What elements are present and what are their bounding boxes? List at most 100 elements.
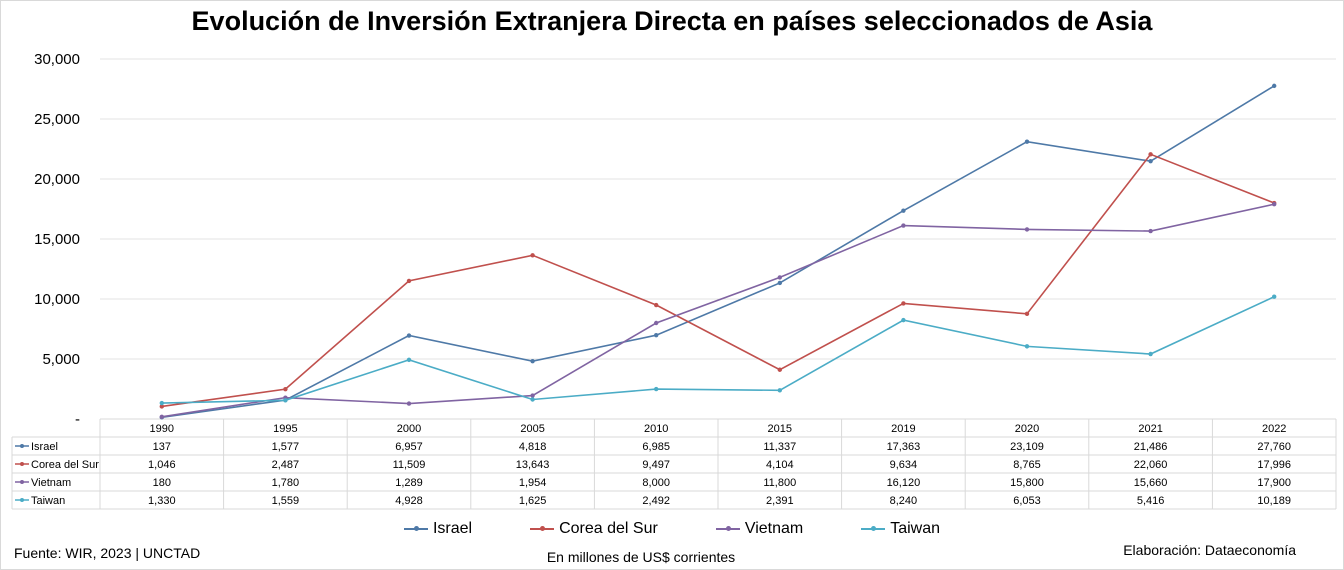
table-cell: 11,800 [763,477,796,489]
table-legend-key-marker-israel [20,444,24,448]
data-point-taiwan [1148,351,1153,357]
data-point-taiwan [901,317,906,323]
data-point-corea-del-sur [1148,152,1153,157]
data-point-taiwan [530,397,535,402]
table-legend-key-marker-corea-del-sur [20,462,24,466]
table-cell: 13,643 [516,459,550,471]
table-cell: 2,492 [642,495,670,507]
data-point-vietnam [777,275,782,280]
chart-title: Evolución de Inversión Extranjera Direct… [191,6,1153,36]
table-cell: 4,928 [395,495,423,507]
table-series-label-vietnam: Vietnam [31,477,71,489]
series-line-taiwan [161,296,1275,404]
data-point-corea-del-sur [283,386,288,392]
y-tick-label: 15,000 [34,231,80,248]
data-point-vietnam [406,401,412,406]
legend-label-vietnam: Vietnam [744,520,804,537]
table-cell: 2,391 [766,495,794,507]
table-cell: 1,625 [519,495,547,507]
table-cell: 10,189 [1257,495,1291,507]
units-note: En millones de US$ corrientes [546,549,736,565]
x-tick-label: 1990 [150,423,174,435]
table-cell: 17,363 [887,441,921,453]
legend-marker-taiwan [861,526,886,531]
table-cell: 1,780 [272,477,300,489]
table-cell: 6,957 [395,441,423,453]
x-tick-label: 2022 [1262,423,1286,435]
data-point-taiwan [654,386,659,392]
y-tick-label: 5,000 [42,351,80,368]
table-cell: 15,800 [1010,477,1044,489]
table-cell: 27,760 [1257,441,1291,453]
table-cell: 4,818 [519,441,547,453]
data-point-corea-del-sur [159,404,164,409]
legend-marker-corea-del-sur [530,526,555,531]
table-cell: 180 [153,477,171,489]
x-tick-label: 2005 [520,423,544,435]
data-point-corea-del-sur [530,253,535,258]
data-point-corea-del-sur [777,367,782,372]
table-cell: 1,330 [148,495,176,507]
data-point-taiwan [283,398,288,403]
table-cell: 137 [153,441,171,453]
table-cell: 6,985 [642,441,670,453]
legend-item-vietnam: Vietnam [715,520,804,538]
table-cell: 9,497 [642,459,670,471]
data-point-vietnam [654,320,659,326]
table-cell: 1,577 [272,441,300,453]
data-point-vietnam [1148,228,1153,234]
legend-item-israel: Israel [403,520,473,538]
legend-item-taiwan: Taiwan [861,520,940,538]
table-cell: 6,053 [1013,495,1041,507]
legend: Israel Corea del Sur Vietnam Taiwan [0,520,1344,538]
data-point-israel [1148,158,1153,164]
data-point-israel [406,333,412,338]
series-line-vietnam [161,203,1275,418]
data-point-vietnam [1024,227,1030,232]
table-series-label-taiwan: Taiwan [31,495,65,507]
data-point-corea-del-sur [1024,311,1030,317]
credit-note: Elaboración: Dataeconomía [1123,542,1296,558]
data-point-vietnam [901,223,906,228]
x-tick-label: 2021 [1138,423,1162,435]
table-cell: 11,509 [393,459,426,471]
y-tick-label: 20,000 [34,171,80,188]
table-cell: 1,559 [272,495,300,507]
x-tick-label: 2000 [397,423,421,435]
table-cell: 2,487 [272,459,300,471]
data-point-vietnam [1272,202,1277,207]
data-point-israel [777,280,782,286]
y-tick-label: 10,000 [34,291,80,308]
table-cell: 1,289 [395,477,423,489]
x-tick-label: 1995 [273,423,297,435]
data-point-taiwan [159,400,164,406]
table-cell: 9,634 [890,459,918,471]
table-legend-key-marker-taiwan [20,498,24,502]
series-line-corea-del-sur [161,153,1275,408]
table-legend-key-marker-vietnam [20,480,24,484]
x-tick-label: 2020 [1015,423,1039,435]
table-cell: 23,109 [1010,441,1044,453]
data-point-israel [1024,139,1030,144]
table-cell: 11,337 [763,441,796,453]
x-tick-label: 2010 [644,423,668,435]
legend-label-taiwan: Taiwan [890,520,941,537]
data-point-taiwan [406,357,412,363]
data-point-israel [901,208,906,213]
table-cell: 8,765 [1013,459,1041,471]
table-cell: 17,996 [1257,459,1291,471]
table-cell: 4,104 [766,459,794,471]
table-cell: 1,954 [519,477,547,489]
data-point-taiwan [1272,294,1277,299]
table-cell: 15,660 [1134,477,1168,489]
table-cell: 5,416 [1137,495,1165,507]
legend-label-israel: Israel [432,520,473,537]
table-cell: 21,486 [1134,441,1168,453]
data-point-israel [654,332,659,338]
legend-marker-vietnam [715,526,740,531]
data-point-taiwan [1024,344,1030,349]
data-point-corea-del-sur [406,278,412,284]
source-note: Fuente: WIR, 2023 | UNCTAD [14,545,201,561]
table-cell: 17,900 [1257,477,1291,489]
